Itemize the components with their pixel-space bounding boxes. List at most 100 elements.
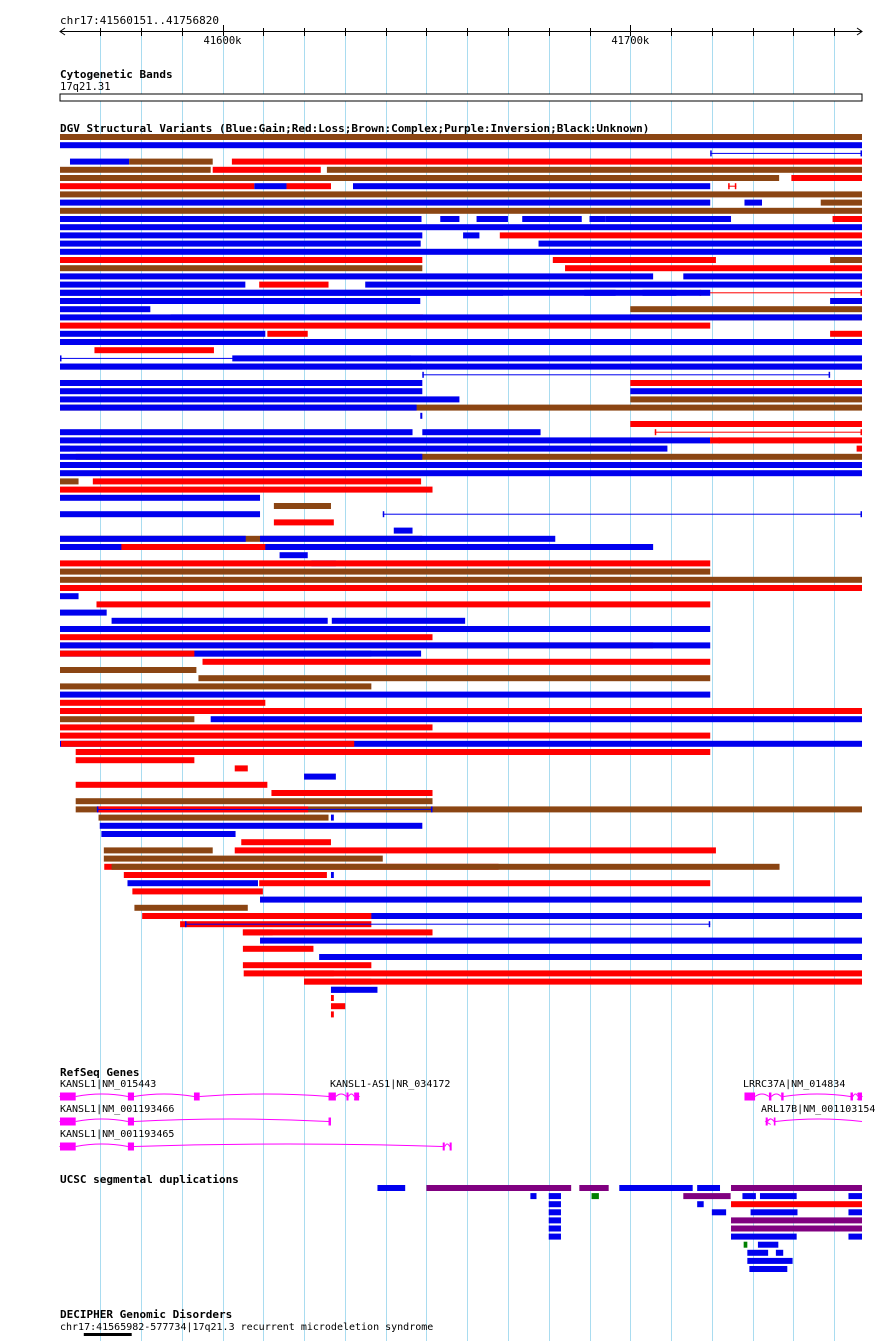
- dgv-variant[interactable]: [92, 478, 422, 485]
- dgv-variant[interactable]: [382, 513, 862, 515]
- dgv-variant[interactable]: [60, 535, 246, 542]
- dgv-variant[interactable]: [60, 683, 372, 690]
- dgv-variant[interactable]: [75, 806, 862, 813]
- dgv-variant[interactable]: [60, 265, 423, 272]
- dgv-variant[interactable]: [60, 724, 433, 731]
- gene-exon[interactable]: [744, 1092, 756, 1101]
- dgv-variant[interactable]: [94, 347, 214, 354]
- dgv-variant[interactable]: [96, 808, 433, 810]
- dgv-variant[interactable]: [60, 207, 862, 214]
- dgv-variant[interactable]: [60, 609, 107, 616]
- dgv-variant[interactable]: [60, 699, 266, 706]
- segdup-feature[interactable]: [750, 1209, 798, 1216]
- dgv-variant[interactable]: [420, 412, 423, 419]
- gene-exon[interactable]: [354, 1092, 360, 1101]
- gene-exon[interactable]: [60, 1142, 76, 1151]
- dgv-variant[interactable]: [60, 544, 654, 550]
- gene-exon[interactable]: [857, 1092, 862, 1101]
- dgv-variant[interactable]: [60, 257, 423, 263]
- dgv-variant[interactable]: [60, 462, 862, 468]
- dgv-variant[interactable]: [242, 962, 372, 969]
- dgv-variant[interactable]: [422, 374, 831, 376]
- dgv-variant[interactable]: [605, 216, 732, 222]
- dgv-variant[interactable]: [60, 593, 79, 600]
- dgv-variant[interactable]: [60, 716, 195, 723]
- dgv-variant[interactable]: [830, 330, 862, 337]
- gene-exon[interactable]: [60, 1092, 76, 1101]
- dgv-variant[interactable]: [60, 585, 862, 591]
- dgv-variant[interactable]: [820, 199, 862, 206]
- dgv-variant[interactable]: [60, 357, 388, 359]
- dgv-variant[interactable]: [744, 199, 763, 206]
- dgv-variant[interactable]: [330, 986, 378, 993]
- dgv-variant[interactable]: [142, 913, 372, 919]
- dgv-variant[interactable]: [60, 330, 266, 337]
- segdup-feature[interactable]: [775, 1249, 784, 1256]
- dgv-variant[interactable]: [326, 166, 862, 173]
- segdup-feature[interactable]: [697, 1201, 704, 1208]
- dgv-variant[interactable]: [60, 642, 711, 649]
- dgv-variant[interactable]: [60, 650, 422, 657]
- segdup-feature[interactable]: [548, 1201, 561, 1208]
- dgv-variant[interactable]: [60, 708, 862, 714]
- dgv-variant[interactable]: [75, 757, 195, 764]
- dgv-variant[interactable]: [121, 544, 266, 550]
- dgv-variant[interactable]: [273, 519, 334, 526]
- dgv-variant[interactable]: [630, 388, 862, 395]
- dgv-variant[interactable]: [241, 839, 331, 846]
- dgv-variant[interactable]: [60, 248, 862, 255]
- dgv-variant[interactable]: [75, 453, 862, 460]
- dgv-variant[interactable]: [60, 404, 862, 411]
- segdup-feature[interactable]: [757, 1241, 779, 1248]
- dgv-variant[interactable]: [60, 691, 711, 698]
- dgv-variant[interactable]: [60, 560, 711, 567]
- dgv-variant[interactable]: [393, 527, 413, 534]
- dgv-variant[interactable]: [259, 880, 711, 887]
- dgv-variant[interactable]: [60, 224, 862, 231]
- segdup-feature[interactable]: [731, 1201, 862, 1208]
- dgv-variant[interactable]: [198, 675, 711, 682]
- dgv-variant[interactable]: [60, 544, 111, 550]
- dgv-variant[interactable]: [60, 740, 862, 747]
- dgv-variant[interactable]: [630, 396, 862, 403]
- segdup-feature[interactable]: [731, 1225, 862, 1232]
- dgv-variant[interactable]: [330, 995, 334, 1001]
- dgv-variant[interactable]: [654, 431, 862, 433]
- gene-label[interactable]: ARL17B|NM_001103154: [761, 1104, 875, 1115]
- dgv-variant[interactable]: [60, 486, 433, 493]
- segdup-feature[interactable]: [548, 1225, 561, 1232]
- dgv-variant[interactable]: [60, 281, 246, 288]
- dgv-variant[interactable]: [60, 478, 79, 485]
- dgv-variant[interactable]: [60, 183, 255, 190]
- segdup-feature[interactable]: [697, 1185, 721, 1191]
- dgv-variant[interactable]: [60, 470, 862, 477]
- segdup-feature[interactable]: [743, 1241, 748, 1248]
- segdup-feature[interactable]: [747, 1257, 793, 1264]
- segdup-feature[interactable]: [731, 1217, 862, 1224]
- dgv-variant[interactable]: [60, 134, 862, 140]
- gene-exon[interactable]: [127, 1092, 135, 1101]
- dgv-variant[interactable]: [422, 429, 541, 436]
- dgv-variant[interactable]: [103, 855, 383, 862]
- dgv-variant[interactable]: [60, 511, 261, 518]
- dgv-variant[interactable]: [60, 494, 261, 501]
- dgv-variant[interactable]: [60, 166, 211, 173]
- dgv-variant[interactable]: [60, 240, 421, 247]
- dgv-variant[interactable]: [589, 216, 606, 222]
- dgv-variant[interactable]: [60, 396, 460, 403]
- segdup-feature[interactable]: [548, 1217, 561, 1224]
- gene-exon[interactable]: [449, 1142, 452, 1151]
- dgv-variant[interactable]: [69, 158, 130, 165]
- dgv-variant[interactable]: [352, 183, 711, 190]
- segdup-feature[interactable]: [731, 1185, 862, 1191]
- dgv-variant[interactable]: [134, 904, 248, 911]
- dgv-variant[interactable]: [75, 781, 268, 788]
- segdup-feature[interactable]: [530, 1193, 537, 1200]
- dgv-variant[interactable]: [791, 175, 862, 181]
- dgv-variant[interactable]: [538, 240, 862, 247]
- dgv-variant[interactable]: [242, 945, 314, 952]
- dgv-variant[interactable]: [60, 576, 862, 583]
- segdup-feature[interactable]: [848, 1209, 862, 1216]
- segdup-feature[interactable]: [579, 1185, 609, 1191]
- dgv-variant[interactable]: [856, 445, 862, 452]
